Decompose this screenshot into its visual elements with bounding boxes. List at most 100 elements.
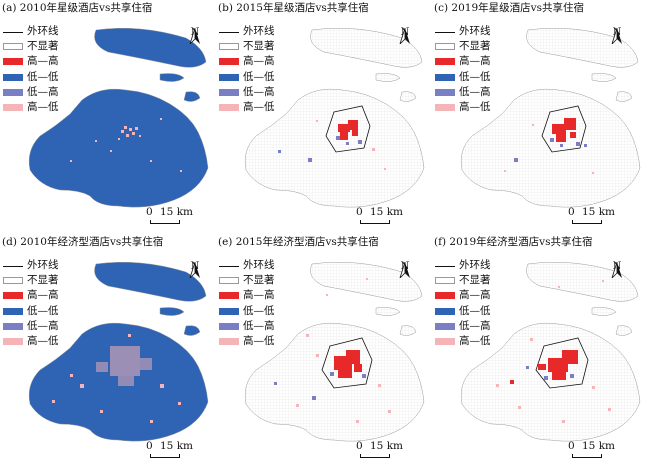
high-low-mark <box>160 384 164 388</box>
panel-c: (c) 2019年星级酒店vs共享住宿 外环线 不显著 高—高 低—低 <box>432 0 646 228</box>
panel-e: (e) 2015年经济型酒店vs共享住宿 外 <box>216 234 430 462</box>
swatch <box>435 104 455 112</box>
north-arrow-icon <box>399 262 410 278</box>
map-body <box>28 27 209 208</box>
swatch <box>435 307 455 315</box>
legend-item-high-low: 高—低 <box>435 334 491 349</box>
low-high-mark <box>362 374 366 378</box>
legend-label: 低—低 <box>27 70 59 83</box>
high-low-mark <box>592 172 594 174</box>
legend-label: 高—低 <box>459 334 491 347</box>
low-high-mark <box>308 158 312 162</box>
high-low-mark <box>378 384 381 387</box>
legend-item-high-high: 高—高 <box>3 54 59 69</box>
chongming-island <box>94 27 207 68</box>
hengsha-island <box>399 91 417 102</box>
legend-label: 外环线 <box>27 25 59 37</box>
high-low-mark <box>80 384 84 388</box>
chongming-island <box>526 27 639 68</box>
map-body <box>244 261 425 442</box>
low-high-mark <box>278 150 281 153</box>
legend-label: 外环线 <box>243 25 275 37</box>
north-arrow-icon <box>611 28 622 44</box>
high-low-mark <box>95 140 97 142</box>
hengsha-island <box>183 91 201 102</box>
legend-item-low-low: 低—低 <box>219 304 275 319</box>
line-swatch <box>3 31 23 33</box>
swatch <box>435 277 455 285</box>
legend-label: 外环线 <box>243 259 275 271</box>
legend-item-low-high: 低—高 <box>219 319 275 334</box>
legend-item-high-high: 高—高 <box>435 288 491 303</box>
high-low-mark <box>532 124 534 126</box>
high-low-mark <box>608 408 611 411</box>
scale-distance: 15 km <box>370 206 404 218</box>
mainland <box>460 88 641 208</box>
high-low-mark <box>602 280 604 282</box>
swatch <box>3 277 23 285</box>
hengsha-island <box>615 91 633 102</box>
swatch <box>219 104 239 112</box>
high-low-mark <box>372 148 375 151</box>
swatch <box>3 322 23 330</box>
low-high-mark <box>584 144 587 147</box>
map-b <box>244 27 425 208</box>
high-high-mark <box>562 350 578 364</box>
cluster-marks <box>274 278 391 423</box>
hengsha-island <box>183 325 201 336</box>
swatch <box>435 292 455 300</box>
high-low-mark <box>70 374 73 377</box>
low-high-mark <box>330 372 334 376</box>
legend-label: 低—低 <box>27 304 59 317</box>
changxing-island <box>159 307 185 316</box>
legend-label: 不显著 <box>27 274 59 287</box>
map-c <box>460 27 641 208</box>
hengsha-island <box>615 325 633 336</box>
high-low-mark <box>384 168 386 170</box>
high-high-mark <box>564 118 576 130</box>
line-swatch <box>219 31 239 33</box>
legend-label: 高—高 <box>459 289 491 302</box>
legend: 外环线 不显著 高—高 低—低 低—高 高—低 <box>3 24 59 115</box>
swatch <box>219 292 239 300</box>
low-high-mark <box>312 396 316 400</box>
high-high-mark <box>352 130 358 136</box>
swatch <box>3 43 23 51</box>
low-high-mark <box>560 144 563 147</box>
high-low-mark <box>96 362 108 372</box>
scale-distance: 15 km <box>582 440 616 452</box>
high-low-mark <box>180 170 182 172</box>
legend-label: 低—高 <box>243 85 275 98</box>
legend-label: 低—高 <box>27 85 59 98</box>
high-high-mark <box>570 132 576 138</box>
high-low-mark <box>306 334 309 337</box>
mainland <box>460 322 641 442</box>
legend-label: 不显著 <box>243 40 275 53</box>
map-body <box>460 261 641 442</box>
high-low-mark <box>126 134 129 137</box>
map-f <box>460 261 641 442</box>
north-arrow-icon <box>611 262 622 278</box>
swatch <box>3 338 23 346</box>
legend-item-high-high: 高—高 <box>435 54 491 69</box>
scale-zero: 0 <box>568 440 575 452</box>
legend-item-outer-ring: 外环线 <box>435 258 491 273</box>
high-low-mark <box>316 120 318 122</box>
legend-label: 外环线 <box>27 259 59 271</box>
low-high-mark <box>544 376 548 380</box>
map-d <box>28 261 209 442</box>
legend: 外环线 不显著 高—高 低—低 低—高 高—低 <box>435 24 491 115</box>
mainland <box>28 88 209 208</box>
high-high-mark <box>552 370 566 380</box>
scale-zero: 0 <box>568 206 575 218</box>
high-low-mark <box>150 160 152 162</box>
legend-item-outer-ring: 外环线 <box>3 258 59 273</box>
panel-d: (d) 2010年经济型酒店vs共享住宿 外环线 不显著 高—高 低—低 低—高… <box>0 234 214 462</box>
high-low-mark <box>70 160 72 162</box>
legend-label: 不显著 <box>27 40 59 53</box>
swatch <box>219 338 239 346</box>
high-low-mark <box>140 358 152 370</box>
legend-label: 外环线 <box>459 259 491 271</box>
high-low-mark <box>129 128 132 131</box>
high-low-mark <box>110 346 140 376</box>
